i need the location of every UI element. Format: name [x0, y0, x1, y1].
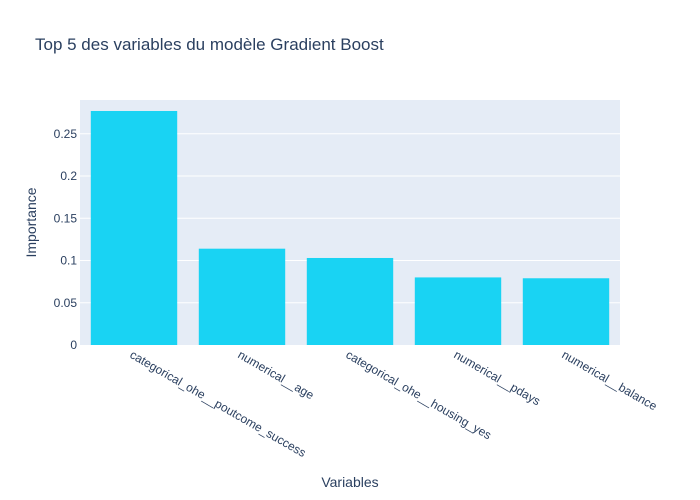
x-tick-label: categorical_ohe__poutcome_success	[128, 347, 309, 460]
y-tick-label: 0.2	[60, 169, 77, 183]
bar	[90, 110, 178, 345]
x-tick-label: numerical__balance	[560, 347, 660, 413]
x-tick-label: numerical__age	[236, 347, 317, 402]
x-tick-label: numerical__pdays	[452, 347, 543, 408]
y-tick-label: 0.1	[60, 254, 77, 268]
bar	[306, 257, 394, 345]
y-axis-title: Importance	[23, 187, 39, 257]
y-tick-label: 0	[70, 338, 77, 352]
bars	[90, 110, 610, 345]
y-tick-label: 0.25	[54, 127, 78, 141]
chart-title: Top 5 des variables du modèle Gradient B…	[35, 35, 384, 54]
bar	[198, 248, 286, 345]
x-axis-title: Variables	[321, 474, 378, 490]
bar	[414, 277, 502, 345]
y-tick-labels: 0 0.05 0.1 0.15 0.2 0.25	[54, 127, 78, 352]
y-tick-label: 0.05	[54, 296, 78, 310]
bar	[522, 278, 610, 345]
x-tick-labels: categorical_ohe__poutcome_successnumeric…	[128, 347, 660, 460]
y-tick-label: 0.15	[54, 211, 78, 225]
